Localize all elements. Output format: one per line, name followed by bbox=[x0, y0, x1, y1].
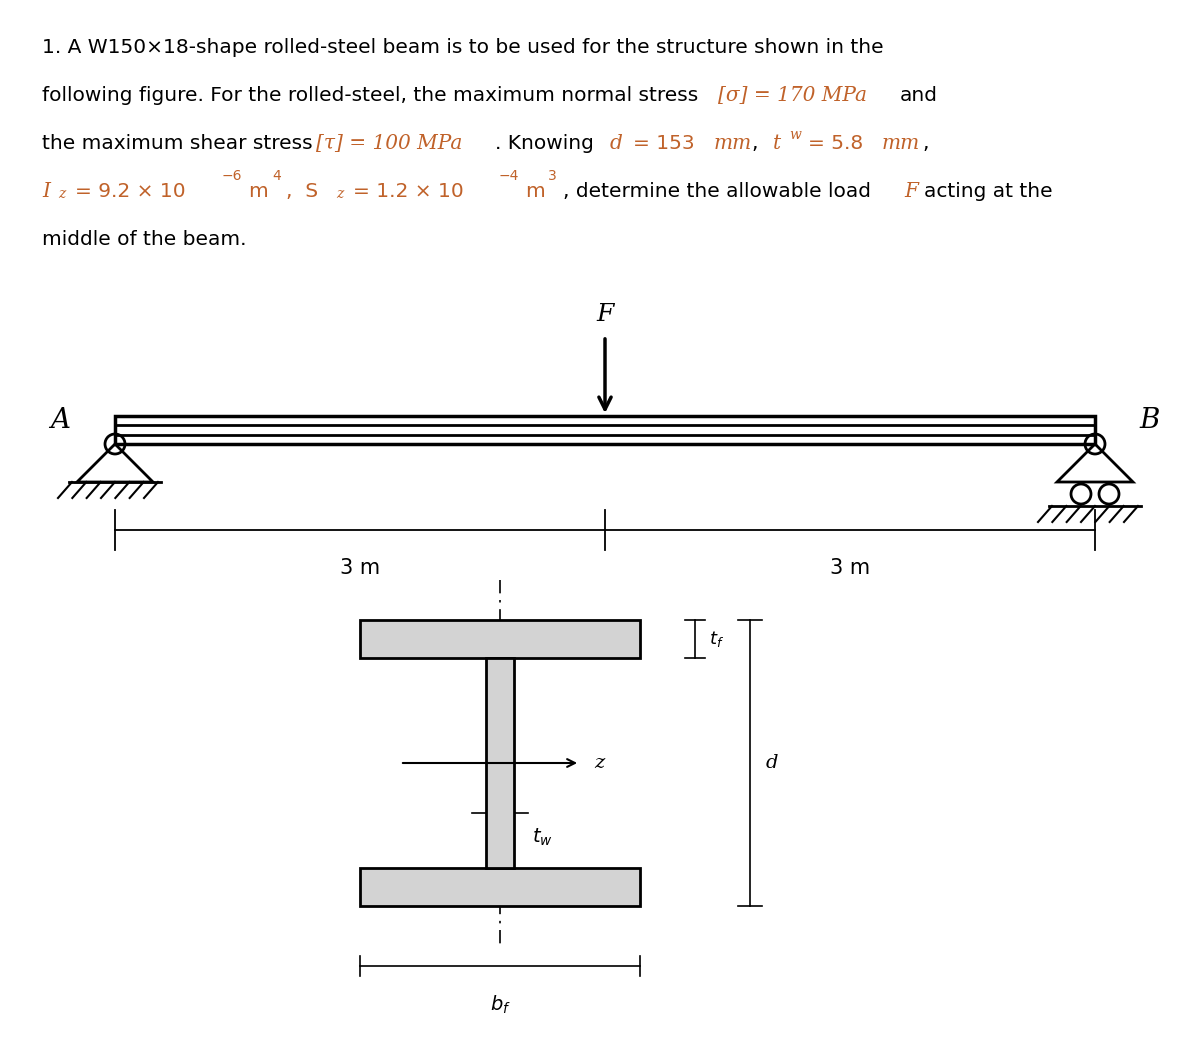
Text: I: I bbox=[42, 182, 50, 201]
Bar bbox=[486, 658, 514, 868]
Text: 1. A W150×18-shape rolled-steel beam is to be used for the structure shown in th: 1. A W150×18-shape rolled-steel beam is … bbox=[42, 38, 883, 57]
Text: t: t bbox=[773, 134, 781, 153]
Text: d: d bbox=[766, 754, 779, 772]
Text: F: F bbox=[596, 303, 613, 326]
Text: z: z bbox=[58, 187, 65, 201]
Text: = 153: = 153 bbox=[634, 134, 695, 153]
Text: , determine the allowable load: , determine the allowable load bbox=[563, 182, 871, 201]
Bar bbox=[360, 620, 640, 658]
Text: z: z bbox=[336, 187, 343, 201]
Text: z: z bbox=[594, 754, 605, 772]
Text: m: m bbox=[526, 182, 545, 201]
Text: . Knowing: . Knowing bbox=[496, 134, 594, 153]
Text: $t_f$: $t_f$ bbox=[709, 629, 724, 649]
Bar bbox=[360, 868, 640, 906]
Text: ,: , bbox=[922, 134, 929, 153]
Text: ,  S: , S bbox=[286, 182, 318, 201]
Text: −4: −4 bbox=[499, 169, 520, 182]
Bar bbox=[115, 416, 1096, 443]
Text: 3 m: 3 m bbox=[830, 558, 870, 578]
Text: 3: 3 bbox=[548, 169, 557, 182]
Text: acting at the: acting at the bbox=[924, 182, 1052, 201]
Text: B: B bbox=[1140, 406, 1160, 434]
Text: the maximum shear stress: the maximum shear stress bbox=[42, 134, 313, 153]
Text: d: d bbox=[610, 134, 623, 153]
Text: −6: −6 bbox=[222, 169, 242, 182]
Text: m: m bbox=[248, 182, 268, 201]
Text: and: and bbox=[900, 86, 938, 105]
Text: 3 m: 3 m bbox=[340, 558, 380, 578]
Text: [σ] = 170 ​MPa: [σ] = 170 ​MPa bbox=[718, 86, 866, 105]
Text: ,: , bbox=[752, 134, 772, 153]
Text: mm: mm bbox=[714, 134, 752, 153]
Text: middle of the beam.: middle of the beam. bbox=[42, 230, 246, 249]
Text: $b_f$: $b_f$ bbox=[490, 994, 510, 1016]
Text: [τ] = 100 ​MPa: [τ] = 100 ​MPa bbox=[316, 134, 462, 153]
Text: A: A bbox=[50, 406, 70, 434]
Text: $t_w$: $t_w$ bbox=[532, 827, 553, 849]
Text: F: F bbox=[904, 182, 918, 201]
Text: = 5.8: = 5.8 bbox=[808, 134, 863, 153]
Text: 4: 4 bbox=[272, 169, 281, 182]
Text: mm: mm bbox=[882, 134, 920, 153]
Text: = 9.2 × 10: = 9.2 × 10 bbox=[74, 182, 186, 201]
Text: following figure. For the rolled-steel, the maximum normal stress: following figure. For the rolled-steel, … bbox=[42, 86, 698, 105]
Text: = 1.2 × 10: = 1.2 × 10 bbox=[353, 182, 463, 201]
Text: w: w bbox=[790, 128, 800, 142]
